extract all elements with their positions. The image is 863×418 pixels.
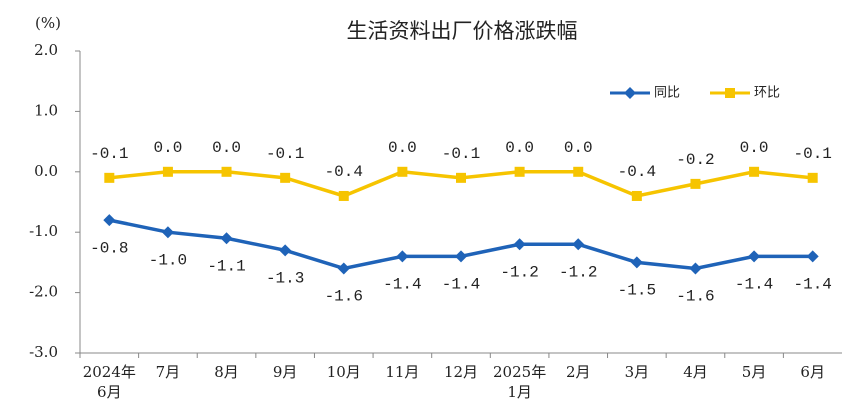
data-label: -0.1 bbox=[442, 145, 480, 163]
data-label: -1.1 bbox=[207, 257, 245, 275]
data-label: -1.6 bbox=[325, 288, 363, 306]
point bbox=[689, 262, 702, 275]
point bbox=[690, 178, 701, 189]
point bbox=[280, 172, 291, 183]
legend-label: 同比 bbox=[654, 86, 680, 101]
point bbox=[514, 166, 525, 177]
legend-marker bbox=[624, 87, 636, 99]
data-label: -0.4 bbox=[618, 163, 656, 181]
point bbox=[630, 256, 643, 269]
point bbox=[513, 238, 526, 251]
data-label: -0.1 bbox=[793, 145, 831, 163]
data-label: -1.3 bbox=[266, 270, 304, 288]
x-tick-label: 7月 bbox=[156, 363, 181, 381]
point bbox=[749, 166, 760, 177]
data-label: -1.0 bbox=[149, 251, 187, 269]
data-label: 0.0 bbox=[740, 139, 769, 157]
y-axis-label: (%) bbox=[35, 14, 61, 32]
y-tick-label: -3.0 bbox=[29, 343, 58, 361]
data-label: -0.2 bbox=[676, 151, 714, 169]
data-label: -1.4 bbox=[793, 276, 831, 294]
data-label: 0.0 bbox=[212, 139, 241, 157]
data-label: -1.4 bbox=[383, 276, 421, 294]
point bbox=[221, 166, 232, 177]
data-label: -1.4 bbox=[735, 276, 773, 294]
data-label: 0.0 bbox=[564, 139, 593, 157]
x-tick-label: 9月 bbox=[273, 363, 298, 381]
point bbox=[456, 172, 466, 183]
data-label: 0.0 bbox=[154, 139, 183, 157]
point bbox=[338, 190, 349, 201]
x-tick-label: 6月 bbox=[800, 363, 825, 381]
x-tick-label: 3月 bbox=[625, 363, 650, 381]
legend-label: 环比 bbox=[754, 86, 780, 101]
x-tick-label: 8月 bbox=[214, 363, 239, 381]
point bbox=[396, 250, 409, 263]
x-tick-label: 12月 bbox=[444, 363, 478, 381]
x-tick-label: 4月 bbox=[683, 363, 708, 381]
point bbox=[807, 172, 818, 183]
data-label: -0.1 bbox=[266, 145, 304, 163]
data-label: -0.4 bbox=[325, 163, 363, 181]
point bbox=[806, 250, 819, 263]
data-label: -1.2 bbox=[559, 263, 597, 281]
x-tick-label: 2024年 6月 bbox=[83, 363, 136, 401]
point bbox=[104, 172, 115, 183]
data-label: 0.0 bbox=[505, 139, 534, 157]
point bbox=[337, 262, 350, 275]
x-tick-label: 2月 bbox=[566, 363, 591, 381]
point bbox=[397, 166, 408, 177]
chart-title: 生活资料出厂价格涨跌幅 bbox=[347, 19, 578, 43]
point bbox=[279, 244, 292, 257]
x-tick-label: 11月 bbox=[385, 363, 419, 381]
y-tick-label: 1.0 bbox=[34, 101, 58, 119]
y-tick-label: 2.0 bbox=[34, 41, 58, 59]
point bbox=[162, 166, 173, 177]
data-label: -0.1 bbox=[90, 145, 128, 163]
point bbox=[572, 238, 585, 251]
data-label: 0.0 bbox=[388, 139, 417, 157]
data-label: -1.2 bbox=[500, 263, 538, 281]
point bbox=[573, 166, 584, 177]
point bbox=[631, 190, 642, 201]
y-tick-label: 0.0 bbox=[34, 162, 58, 180]
data-label: -1.4 bbox=[442, 276, 480, 294]
x-tick-label: 10月 bbox=[327, 363, 361, 381]
data-label: -1.5 bbox=[618, 282, 656, 300]
legend-marker bbox=[725, 88, 735, 98]
point bbox=[220, 232, 233, 245]
y-tick-label: -2.0 bbox=[29, 283, 58, 301]
point bbox=[748, 250, 761, 263]
point bbox=[455, 250, 467, 263]
point bbox=[161, 226, 174, 239]
point bbox=[103, 214, 116, 227]
data-label: -1.6 bbox=[676, 288, 714, 306]
data-label: -0.8 bbox=[90, 239, 128, 257]
x-tick-label: 5月 bbox=[742, 363, 767, 381]
x-tick-label: 2025年 1月 bbox=[493, 363, 546, 401]
y-tick-label: -1.0 bbox=[29, 222, 58, 240]
